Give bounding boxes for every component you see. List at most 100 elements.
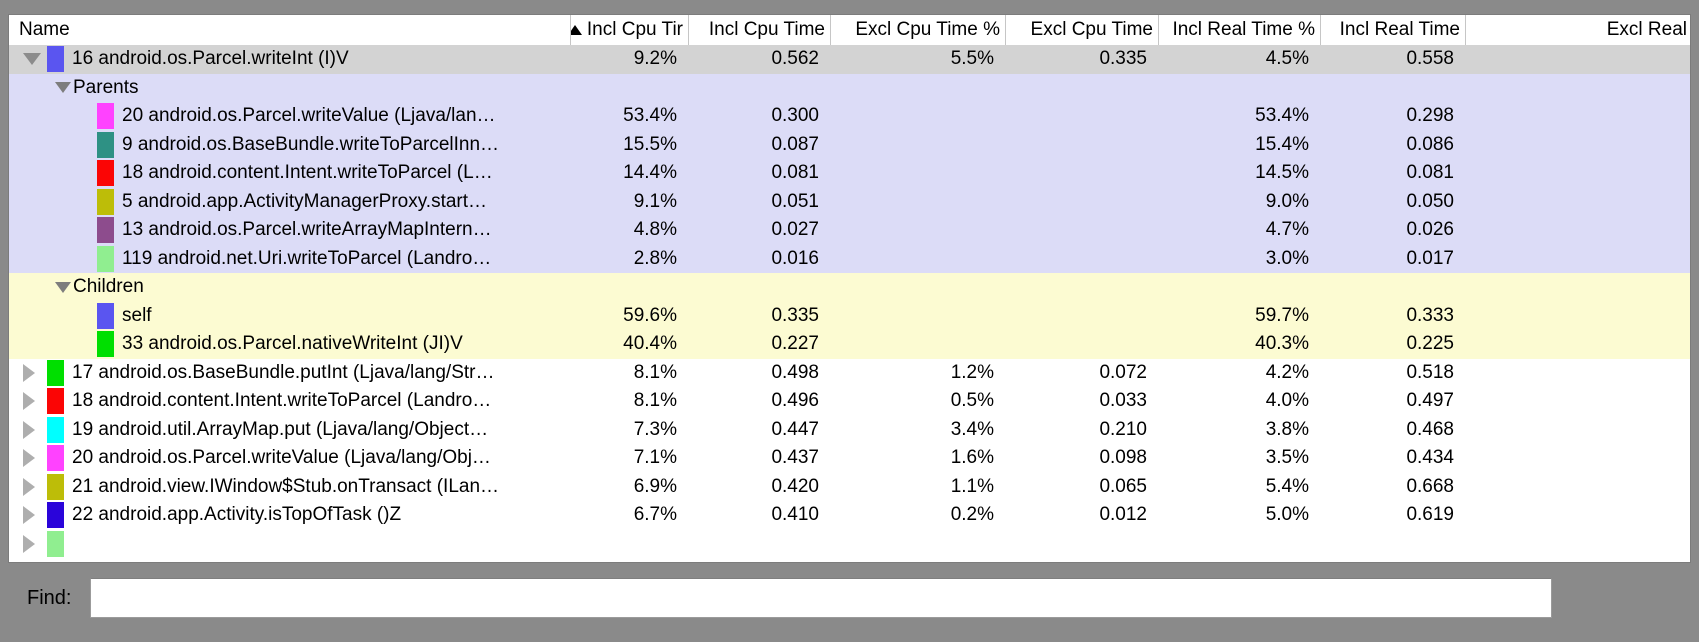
value-cell-2: 3.4%: [950, 418, 994, 440]
name-inner: 16 android.os.Parcel.writeInt (I)V: [9, 46, 567, 73]
value-cell-2: 0.2%: [950, 504, 994, 526]
expand-expander[interactable]: [23, 534, 47, 553]
table-row[interactable]: 33 android.os.Parcel.nativeWriteInt (JI)…: [9, 330, 1690, 359]
value-cell-5: [1321, 273, 1466, 302]
value-cell-2: [831, 273, 1006, 302]
name-cell: 13 android.os.Parcel.writeArrayMapIntern…: [9, 216, 571, 245]
value-cell-3: 0.072: [1099, 361, 1147, 383]
value-cell-6: [1466, 102, 1690, 131]
value-cell-0: [571, 530, 689, 559]
name-cell: 5 android.app.ActivityManagerProxy.start…: [9, 188, 571, 217]
table-row[interactable]: [9, 529, 1690, 559]
expand-expander[interactable]: [23, 392, 47, 411]
value-cell-0: 7.3%: [633, 418, 677, 440]
value-cell-5: [1321, 74, 1466, 103]
value-cell-6: [1466, 359, 1690, 388]
value-cell-1: [689, 74, 831, 103]
expand-expander[interactable]: [23, 449, 47, 468]
column-header-label: Incl Cpu Time: [708, 19, 825, 40]
method-name: 19 android.util.ArrayMap.put (Ljava/lang…: [72, 418, 489, 440]
value-cell-2: 1.1%: [950, 475, 994, 497]
column-header-label: Excl Cpu Time: [1030, 19, 1153, 40]
column-header-2[interactable]: Incl Cpu Time: [689, 15, 831, 45]
name-inner: 18 android.content.Intent.writeToParcel …: [9, 388, 567, 415]
value-cell-5: 0.518: [1406, 361, 1454, 383]
value-cell-3: [1006, 216, 1159, 245]
value-cell-6: [1466, 330, 1690, 359]
method-name: 20 android.os.Parcel.writeValue (Ljava/l…: [122, 105, 496, 127]
table-row[interactable]: 13 android.os.Parcel.writeArrayMapIntern…: [9, 216, 1690, 245]
table-row[interactable]: self 59.6% 0.335 59.7% 0.333: [9, 301, 1690, 331]
value-cell-0: [571, 74, 689, 103]
table-row[interactable]: 17 android.os.BaseBundle.putInt (Ljava/l…: [9, 358, 1690, 388]
value-cell-0: 8.1%: [633, 390, 677, 412]
value-cell-3: [1006, 273, 1159, 302]
triangle-down-icon[interactable]: [55, 281, 71, 293]
method-color-swatch: [47, 445, 64, 472]
value-cell-2: [831, 188, 1006, 217]
name-inner: Parents: [9, 77, 567, 99]
table-row[interactable]: 5 android.app.ActivityManagerProxy.start…: [9, 187, 1690, 217]
find-input[interactable]: [90, 578, 1552, 618]
table-row[interactable]: 18 android.content.Intent.writeToParcel …: [9, 387, 1690, 416]
method-color-swatch: [47, 359, 64, 386]
name-cell: 16 android.os.Parcel.writeInt (I)V: [9, 45, 571, 74]
value-cell-6: [1466, 188, 1690, 217]
method-name: 22 android.app.Activity.isTopOfTask ()Z: [72, 504, 402, 526]
value-cell-3: [1006, 530, 1159, 559]
table-row[interactable]: 20 android.os.Parcel.writeValue (Ljava/l…: [9, 102, 1690, 131]
table-row[interactable]: 119 android.net.Uri.writeToParcel (Landr…: [9, 244, 1690, 274]
name-cell: 20 android.os.Parcel.writeValue (Ljava/l…: [9, 102, 571, 131]
value-cell-6: [1466, 501, 1690, 530]
value-cell-5: 0.497: [1406, 390, 1454, 412]
method-name: 17 android.os.BaseBundle.putInt (Ljava/l…: [72, 361, 495, 383]
value-cell-4: 4.2%: [1265, 361, 1309, 383]
triangle-down-icon[interactable]: [55, 82, 71, 94]
value-cell-4: 3.0%: [1265, 247, 1309, 269]
table-row[interactable]: 22 android.app.Activity.isTopOfTask ()Z 6…: [9, 501, 1690, 530]
value-cell-5: 0.468: [1406, 418, 1454, 440]
value-cell-6: [1466, 131, 1690, 160]
table-row[interactable]: 18 android.content.Intent.writeToParcel …: [9, 159, 1690, 188]
value-cell-0: 14.4%: [623, 162, 677, 184]
value-cell-5: 0.050: [1406, 190, 1454, 212]
column-header-3[interactable]: Excl Cpu Time %: [831, 15, 1006, 45]
table-row[interactable]: 9 android.os.BaseBundle.writeToParcelInn…: [9, 130, 1690, 160]
triangle-right-icon: [23, 392, 35, 411]
section-row-children[interactable]: Children: [9, 273, 1690, 302]
column-header-1[interactable]: Incl Cpu Tir: [571, 15, 689, 45]
value-cell-6: [1466, 473, 1690, 502]
section-row-parents[interactable]: Parents: [9, 73, 1690, 103]
value-cell-2: [831, 245, 1006, 274]
column-header-0[interactable]: Name: [9, 15, 571, 45]
value-cell-5: 0.434: [1406, 447, 1454, 469]
column-header-5[interactable]: Incl Real Time %: [1159, 15, 1321, 45]
value-cell-1: 0.016: [771, 247, 819, 269]
table-row[interactable]: 19 android.util.ArrayMap.put (Ljava/lang…: [9, 415, 1690, 444]
value-cell-3: [1006, 245, 1159, 274]
name-cell: self: [9, 302, 571, 331]
value-cell-0: 9.2%: [633, 48, 677, 70]
expand-expander[interactable]: [23, 420, 47, 439]
value-cell-1: 0.562: [771, 48, 819, 70]
method-color-swatch: [97, 331, 114, 358]
table-row[interactable]: 20 android.os.Parcel.writeValue (Ljava/l…: [9, 444, 1690, 473]
expand-expander[interactable]: [23, 363, 47, 382]
value-cell-6: [1466, 159, 1690, 188]
value-cell-4: 3.8%: [1265, 418, 1309, 440]
value-cell-6: [1466, 530, 1690, 559]
table-row[interactable]: 16 android.os.Parcel.writeInt (I)V 9.2% 0.…: [9, 45, 1690, 74]
expand-expander[interactable]: [23, 477, 47, 496]
method-color-swatch: [47, 388, 64, 415]
column-header-7[interactable]: Excl Real: [1466, 15, 1690, 45]
column-header-6[interactable]: Incl Real Time: [1321, 15, 1466, 45]
collapse-expander[interactable]: [23, 53, 47, 66]
value-cell-1: 0.335: [771, 304, 819, 326]
triangle-right-icon: [23, 506, 35, 525]
column-header-4[interactable]: Excl Cpu Time: [1006, 15, 1159, 45]
method-name: 20 android.os.Parcel.writeValue (Ljava/l…: [72, 447, 491, 469]
value-cell-3: [1006, 74, 1159, 103]
table-row[interactable]: 21 android.view.IWindow$Stub.onTransact …: [9, 472, 1690, 502]
value-cell-5: 0.298: [1406, 105, 1454, 127]
expand-expander[interactable]: [23, 506, 47, 525]
